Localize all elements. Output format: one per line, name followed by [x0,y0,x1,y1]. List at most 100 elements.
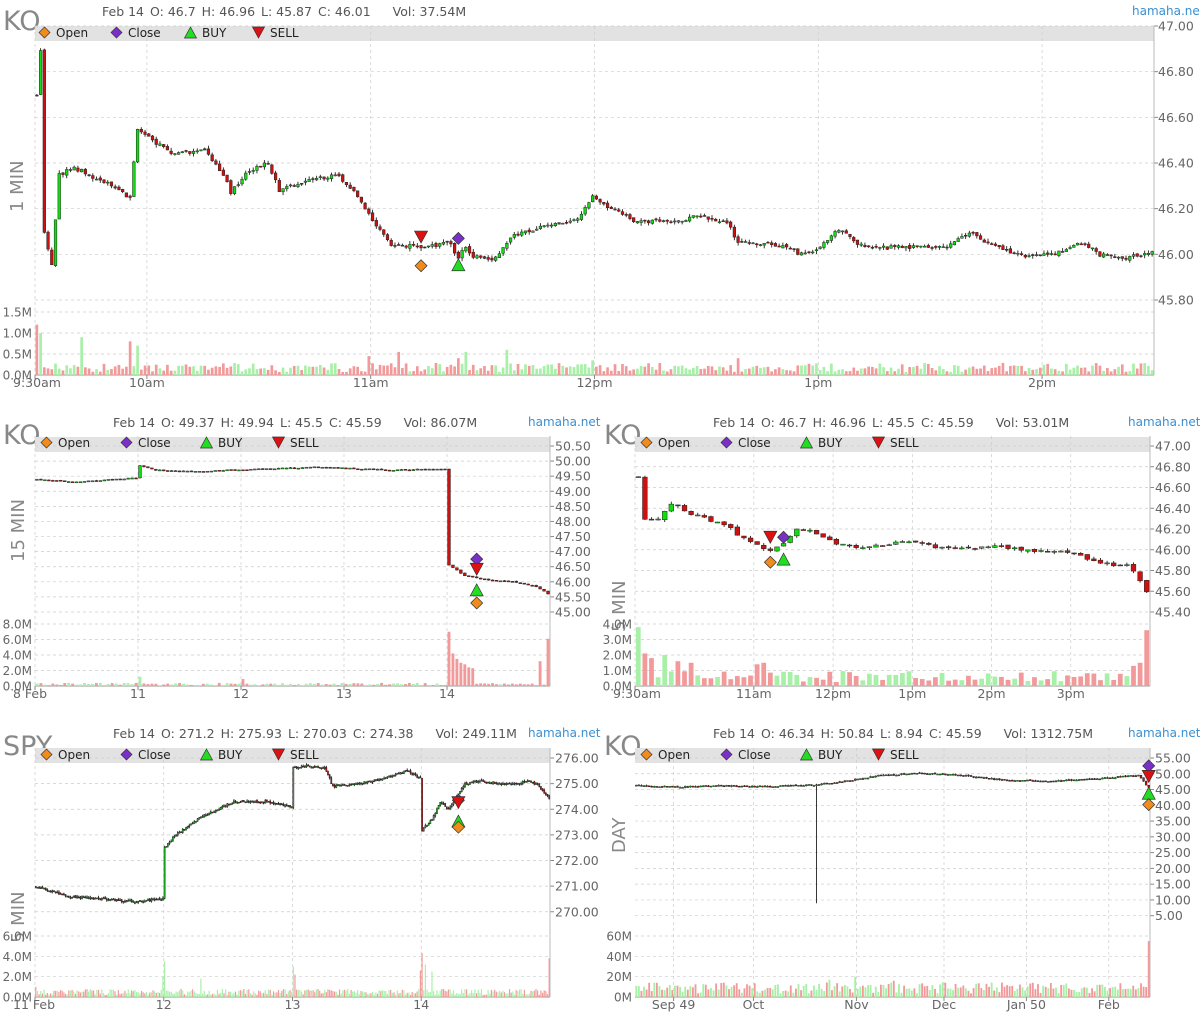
candle-body [1137,774,1140,777]
legend-item-open[interactable]: Open [640,748,690,763]
candle-body [351,783,354,786]
legend-item-close[interactable]: Close [120,748,171,763]
legend-item-close[interactable]: Close [120,436,171,451]
volume-bar [106,994,108,997]
legend-item-open[interactable]: Open [640,436,690,451]
legend-item-close[interactable]: Close [110,26,161,41]
volume-bar [169,370,173,375]
legend-item-buy[interactable]: BUY [799,436,842,451]
candle-body [106,479,110,481]
candle-body [132,161,136,197]
legend-item-buy[interactable]: BUY [199,748,242,763]
volume-bar [1142,986,1145,997]
brand-link[interactable]: hamaha.net [528,726,601,740]
legend-item-open[interactable]: Open [40,748,90,763]
price-tick-label: 25.00 [1155,845,1191,860]
volume-bar [160,989,162,997]
volume-bar [1144,630,1150,686]
candle-body [564,222,569,224]
price-tick-label: 46.40 [1158,156,1194,171]
legend-item-sell[interactable]: SELL [271,436,319,451]
volume-bar [1025,680,1031,686]
volume-tick-label: 3.0M [603,633,632,647]
legend-item-open[interactable]: Open [38,26,88,41]
price-tick-label: 47.00 [1158,19,1194,34]
candle-body [890,774,893,776]
legend-item-close[interactable]: Close [720,748,771,763]
legend-item-buy[interactable]: BUY [799,748,842,763]
legend-item-buy[interactable]: BUY [199,436,242,451]
volume-bar [979,678,985,686]
candle-body [456,251,460,259]
candle-body [39,50,43,95]
candle-body [1085,778,1089,781]
candle-body [303,180,308,183]
brand-link[interactable]: hamaha.net [528,415,601,429]
candle-body [762,243,766,246]
volume-bar [532,991,534,997]
candle-body [122,900,125,903]
volume-bar [624,366,628,375]
brand-link[interactable]: hamaha.net [1128,726,1200,740]
candle-body [673,220,677,223]
volume-bar [203,365,207,375]
candle-body [680,220,684,223]
volume-bar [347,988,349,997]
price-tick-label: 15.00 [1155,877,1191,892]
legend-item-buy[interactable]: BUY [183,26,226,41]
volume-bar [841,986,844,997]
volume-bar [244,993,247,997]
volume-bar [1065,675,1070,686]
candle-body [203,814,206,818]
legend-item-sell[interactable]: SELL [871,748,919,763]
candle-body [411,772,414,775]
candle-body [375,468,380,471]
legend-item-open[interactable]: Open [40,436,90,451]
candle-body [851,780,854,782]
candle-body [980,776,983,779]
candle-body [267,801,270,803]
volume-bar [236,364,240,375]
volume-bar [487,990,489,997]
legend-item-sell[interactable]: SELL [871,436,919,451]
candle-body [205,470,210,473]
volume-bar [688,662,694,686]
brand-link[interactable]: hamaha.net [1132,4,1200,18]
volume-bar [180,988,182,997]
buy-marker [469,583,484,597]
volume-bar [889,367,893,375]
volume-bars [635,941,1150,997]
volume-bar [800,681,806,686]
candle-body [435,468,439,471]
candle-body [229,803,232,806]
candle-body [879,545,886,547]
candle-body [518,582,522,584]
volume-bar [125,366,128,375]
candle-body [427,823,430,826]
candle-body [266,163,270,165]
volume-bar [1021,987,1024,997]
legend-item-close[interactable]: Close [720,436,771,451]
candle-body [225,469,229,472]
volume-bar [356,683,360,686]
volume-bar [1109,371,1113,375]
volume-bar [721,671,727,686]
volume-bar [159,993,161,997]
candle-body [763,785,767,788]
volume-bar [43,989,45,997]
volume-bar [1070,989,1073,997]
candles [35,465,550,595]
legend-item-sell[interactable]: SELL [251,26,299,41]
brand-link[interactable]: hamaha.net [1128,415,1200,429]
candle-body [1117,564,1123,567]
candle-body [1047,781,1050,783]
candle-body [975,776,978,779]
volume-bar [1096,984,1099,997]
candle-body [374,220,378,227]
candle-body [63,480,67,482]
volume-bar [1088,992,1091,997]
volume-bar [890,982,893,997]
volume-bar [650,366,654,375]
candle-body [57,173,61,220]
legend-item-sell[interactable]: SELL [271,748,319,763]
